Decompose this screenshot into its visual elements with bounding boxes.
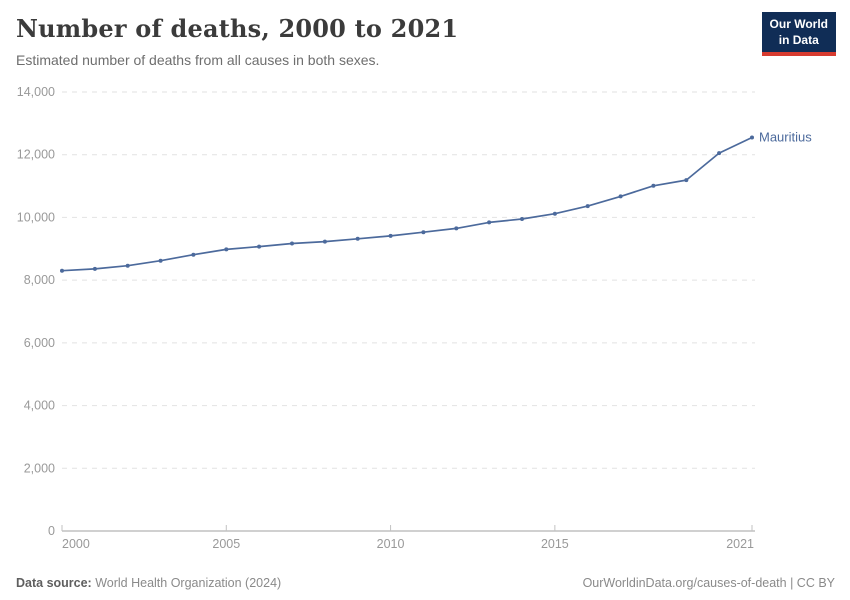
data-point[interactable] [355,236,360,241]
data-point[interactable] [520,217,524,221]
data-point[interactable] [60,268,64,273]
data-source-note: Data source: World Health Organization (… [16,576,281,590]
y-tick-label: 6,000 [24,336,55,350]
data-point[interactable] [125,263,130,268]
chart-header: Number of deaths, 2000 to 2021 Estimated… [16,14,716,68]
entity-label[interactable]: Mauritius [759,130,812,145]
x-tick-label: 2015 [541,537,569,551]
data-line-mauritius[interactable] [61,136,753,272]
data-point[interactable] [92,266,97,271]
x-tick-label: 2010 [377,537,405,551]
data-point[interactable] [750,135,754,140]
owid-logo-line1: Our World [769,17,828,31]
data-point[interactable] [552,211,557,216]
x-tick-label: 2005 [212,537,240,551]
data-point[interactable] [454,226,459,231]
data-point[interactable] [388,233,393,238]
y-tick-label: 8,000 [24,273,55,287]
data-point[interactable] [618,194,623,199]
x-tick-label: 2000 [62,537,90,551]
y-tick-label: 12,000 [17,148,55,162]
chart-subtitle: Estimated number of deaths from all caus… [16,52,380,68]
data-point[interactable] [487,220,492,225]
data-point[interactable] [322,239,327,244]
data-point[interactable] [257,244,262,249]
data-point[interactable] [290,241,294,246]
data-source-label: Data source: [16,576,92,590]
chart-footer: Data source: World Health Organization (… [16,576,835,590]
data-point[interactable] [224,247,229,252]
owid-logo[interactable]: Our World in Data [761,12,836,57]
y-tick-label: 10,000 [17,210,55,224]
chart-title: Number of deaths, 2000 to 2021 [16,14,459,43]
owid-logo-line2: in Data [778,32,819,47]
y-tick-label: 2,000 [24,461,55,475]
data-point[interactable] [421,230,426,235]
data-point[interactable] [191,252,196,257]
data-point[interactable] [684,178,689,183]
credit-link[interactable]: OurWorldinData.org/causes-of-death | CC … [582,576,835,590]
data-point[interactable] [585,204,590,209]
data-point[interactable] [651,183,656,188]
data-point[interactable] [717,151,722,156]
line-chart-plot-area[interactable]: 0 2,000 4,000 6,000 8,000 10,000 12,000 14,000 2… [0,80,850,560]
data-point[interactable] [158,258,163,263]
y-tick-label: 4,000 [24,399,55,413]
data-source-text: World Health Organization (2024) [91,576,282,590]
y-tick-label: 0 [48,524,55,538]
y-tick-label: 14,000 [17,85,55,99]
x-tick-label: 2021 [726,537,754,551]
